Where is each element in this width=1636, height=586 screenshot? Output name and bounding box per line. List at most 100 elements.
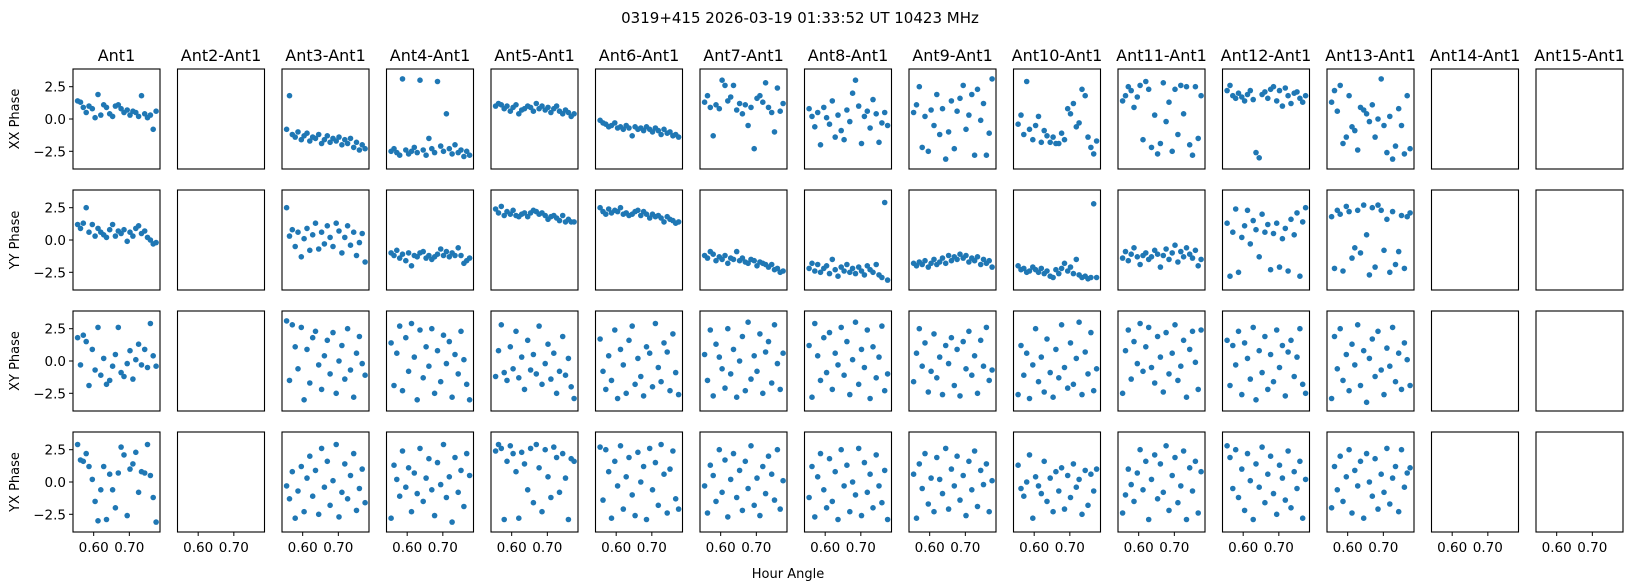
data-point	[1265, 471, 1271, 478]
data-point	[1337, 82, 1343, 89]
data-point	[861, 113, 868, 120]
data-point	[942, 156, 949, 162]
data-point	[571, 219, 577, 225]
data-point	[727, 371, 734, 377]
data-point	[571, 111, 577, 117]
data-point	[1241, 507, 1248, 514]
data-point	[1276, 87, 1283, 94]
data-point	[1363, 450, 1370, 457]
data-point	[449, 519, 455, 525]
data-point	[1076, 476, 1082, 483]
data-point	[722, 457, 728, 463]
data-point	[542, 446, 548, 453]
data-point	[492, 448, 499, 454]
data-point	[704, 377, 711, 384]
data-point	[939, 490, 946, 497]
data-point	[725, 325, 731, 332]
data-point	[774, 446, 781, 453]
data-point	[1030, 515, 1036, 521]
data-point	[739, 111, 746, 117]
data-point	[821, 104, 827, 111]
data-point	[661, 126, 667, 133]
x-tick-label: 0.70	[846, 540, 876, 556]
data-point	[1224, 443, 1230, 449]
data-point	[1366, 118, 1373, 125]
data-point	[292, 134, 299, 140]
data-point	[809, 113, 815, 120]
data-point	[939, 391, 946, 398]
data-point	[765, 104, 772, 111]
data-point	[77, 362, 84, 368]
data-point	[429, 145, 435, 152]
x-tick-label: 0.70	[428, 540, 458, 556]
data-point	[1038, 354, 1045, 360]
data-point	[646, 445, 653, 452]
data-point	[1128, 251, 1134, 257]
data-point	[1398, 122, 1405, 129]
data-point	[1337, 325, 1343, 332]
data-point	[1235, 269, 1242, 276]
data-point	[823, 114, 830, 121]
data-point	[931, 256, 937, 263]
data-point	[356, 239, 363, 246]
data-point	[1070, 100, 1077, 107]
data-point	[1357, 382, 1364, 389]
data-point	[1119, 98, 1126, 104]
data-point	[629, 133, 635, 139]
data-point	[1331, 333, 1338, 340]
subplot-ant2-ant1-yy	[176, 189, 266, 291]
data-point	[873, 375, 879, 381]
data-point	[103, 104, 110, 111]
data-point	[1262, 333, 1268, 340]
data-point	[1241, 340, 1248, 346]
x-tick-label: 0.70	[1368, 540, 1398, 556]
data-point	[321, 241, 328, 247]
subplot-ant6-ant1-xx	[594, 68, 684, 170]
data-point	[748, 443, 754, 449]
data-point	[553, 390, 560, 397]
data-point	[855, 381, 862, 388]
data-point	[1151, 452, 1158, 458]
data-point	[1186, 346, 1193, 353]
data-point	[1015, 121, 1021, 127]
data-point	[612, 458, 618, 465]
y-tick-label: 2.5	[45, 322, 66, 338]
data-point	[739, 507, 746, 514]
data-point	[106, 377, 113, 384]
data-point	[934, 454, 940, 461]
data-point	[1186, 465, 1193, 471]
axes-frame	[1430, 189, 1520, 291]
data-point	[440, 148, 447, 155]
data-point	[849, 90, 856, 96]
data-point	[362, 145, 368, 152]
data-point	[754, 263, 760, 269]
data-point	[1381, 122, 1387, 129]
data-point	[440, 332, 447, 339]
data-point	[748, 376, 754, 382]
axes-frame	[176, 310, 266, 412]
data-point	[620, 362, 627, 368]
data-point	[556, 489, 563, 496]
subplot-ant2-ant1-yx	[176, 431, 266, 533]
data-point	[553, 103, 560, 109]
data-point	[1145, 86, 1152, 93]
data-point	[498, 322, 505, 328]
data-point	[1175, 499, 1181, 506]
data-point	[1407, 145, 1413, 152]
data-point	[521, 461, 528, 467]
data-point	[347, 242, 354, 248]
data-point	[1282, 393, 1289, 399]
data-point	[884, 371, 891, 377]
data-point	[1297, 95, 1303, 102]
data-point	[658, 131, 664, 138]
data-point	[420, 498, 427, 505]
data-point	[458, 147, 464, 153]
data-point	[1343, 474, 1350, 480]
data-point	[1061, 506, 1068, 512]
data-point	[931, 508, 937, 515]
data-point	[922, 257, 928, 264]
data-point	[1375, 116, 1381, 122]
data-point	[960, 472, 966, 479]
data-point	[1061, 136, 1068, 143]
y-axis-label: XX Phase	[8, 89, 23, 150]
